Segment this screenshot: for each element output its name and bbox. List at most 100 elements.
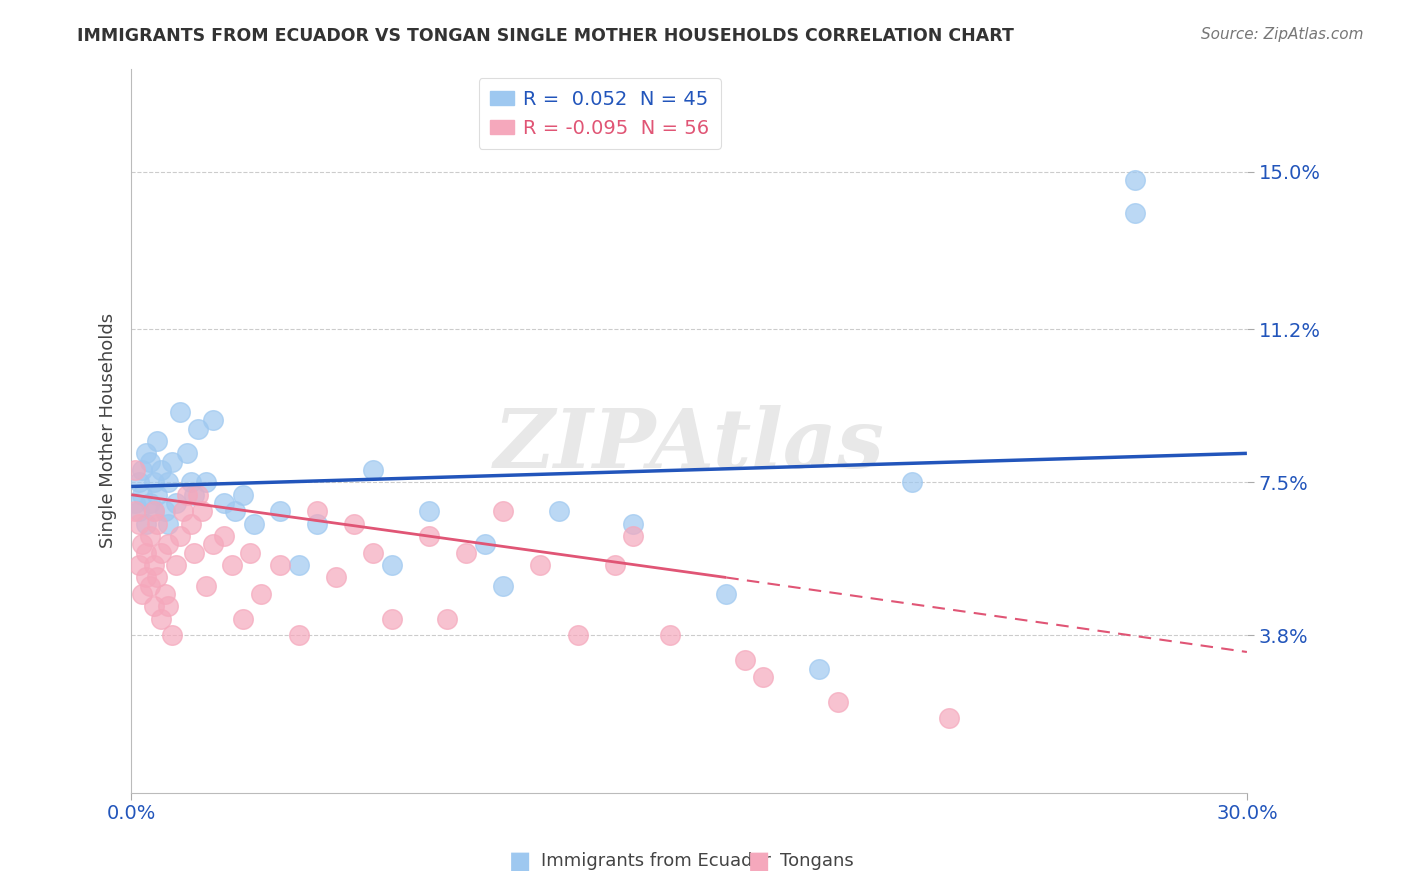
- Point: [135, 546, 157, 560]
- Point: [1123, 173, 1146, 187]
- Point: [160, 628, 183, 642]
- Point: [142, 504, 165, 518]
- Point: [287, 628, 309, 642]
- Text: Immigrants from Ecuador: Immigrants from Ecuador: [541, 852, 772, 870]
- Point: [124, 496, 146, 510]
- Point: [492, 504, 515, 518]
- Point: [361, 463, 384, 477]
- Point: [243, 516, 266, 531]
- Point: [621, 529, 644, 543]
- Point: [287, 558, 309, 573]
- Point: [157, 475, 180, 490]
- Point: [621, 516, 644, 531]
- Point: [150, 612, 173, 626]
- Point: [901, 475, 924, 490]
- Point: [157, 516, 180, 531]
- Point: [180, 475, 202, 490]
- Point: [938, 711, 960, 725]
- Point: [194, 579, 217, 593]
- Point: [150, 546, 173, 560]
- Point: [183, 488, 205, 502]
- Point: [194, 475, 217, 490]
- Point: [325, 570, 347, 584]
- Point: [135, 446, 157, 460]
- Point: [139, 455, 162, 469]
- Point: [454, 546, 477, 560]
- Point: [176, 446, 198, 460]
- Point: [307, 516, 329, 531]
- Point: [169, 529, 191, 543]
- Point: [131, 488, 153, 502]
- Point: [734, 653, 756, 667]
- Point: [250, 587, 273, 601]
- Point: [142, 599, 165, 614]
- Point: [343, 516, 366, 531]
- Point: [361, 546, 384, 560]
- Point: [202, 537, 225, 551]
- Point: [659, 628, 682, 642]
- Point: [548, 504, 571, 518]
- Point: [169, 405, 191, 419]
- Point: [124, 504, 146, 518]
- Text: IMMIGRANTS FROM ECUADOR VS TONGAN SINGLE MOTHER HOUSEHOLDS CORRELATION CHART: IMMIGRANTS FROM ECUADOR VS TONGAN SINGLE…: [77, 27, 1014, 45]
- Point: [128, 558, 150, 573]
- Point: [165, 558, 187, 573]
- Point: [221, 558, 243, 573]
- Point: [603, 558, 626, 573]
- Point: [418, 504, 440, 518]
- Text: Tongans: Tongans: [780, 852, 853, 870]
- Point: [131, 587, 153, 601]
- Point: [139, 529, 162, 543]
- Point: [380, 612, 402, 626]
- Point: [1123, 206, 1146, 220]
- Point: [474, 537, 496, 551]
- Point: [418, 529, 440, 543]
- Point: [224, 504, 246, 518]
- Point: [187, 421, 209, 435]
- Point: [153, 587, 176, 601]
- Point: [135, 570, 157, 584]
- Point: [131, 463, 153, 477]
- Point: [191, 504, 214, 518]
- Point: [232, 488, 254, 502]
- Point: [146, 434, 169, 448]
- Text: Source: ZipAtlas.com: Source: ZipAtlas.com: [1201, 27, 1364, 42]
- Legend: R =  0.052  N = 45, R = -0.095  N = 56: R = 0.052 N = 45, R = -0.095 N = 56: [478, 78, 721, 149]
- Point: [212, 529, 235, 543]
- Point: [380, 558, 402, 573]
- Point: [187, 488, 209, 502]
- Point: [124, 463, 146, 477]
- Point: [146, 570, 169, 584]
- Point: [183, 546, 205, 560]
- Point: [492, 579, 515, 593]
- Point: [752, 670, 775, 684]
- Point: [146, 516, 169, 531]
- Point: [128, 516, 150, 531]
- Point: [567, 628, 589, 642]
- Point: [827, 695, 849, 709]
- Point: [142, 558, 165, 573]
- Point: [202, 413, 225, 427]
- Point: [212, 496, 235, 510]
- Point: [157, 599, 180, 614]
- Point: [176, 488, 198, 502]
- Point: [128, 475, 150, 490]
- Point: [150, 463, 173, 477]
- Point: [131, 537, 153, 551]
- Point: [142, 504, 165, 518]
- Point: [160, 455, 183, 469]
- Point: [180, 516, 202, 531]
- Point: [529, 558, 551, 573]
- Text: ZIPAtlas: ZIPAtlas: [494, 405, 884, 485]
- Point: [146, 488, 169, 502]
- Text: ■: ■: [509, 849, 531, 872]
- Point: [165, 496, 187, 510]
- Point: [153, 504, 176, 518]
- Point: [436, 612, 458, 626]
- Point: [128, 504, 150, 518]
- Point: [307, 504, 329, 518]
- Point: [139, 579, 162, 593]
- Point: [172, 504, 194, 518]
- Point: [232, 612, 254, 626]
- Point: [269, 504, 291, 518]
